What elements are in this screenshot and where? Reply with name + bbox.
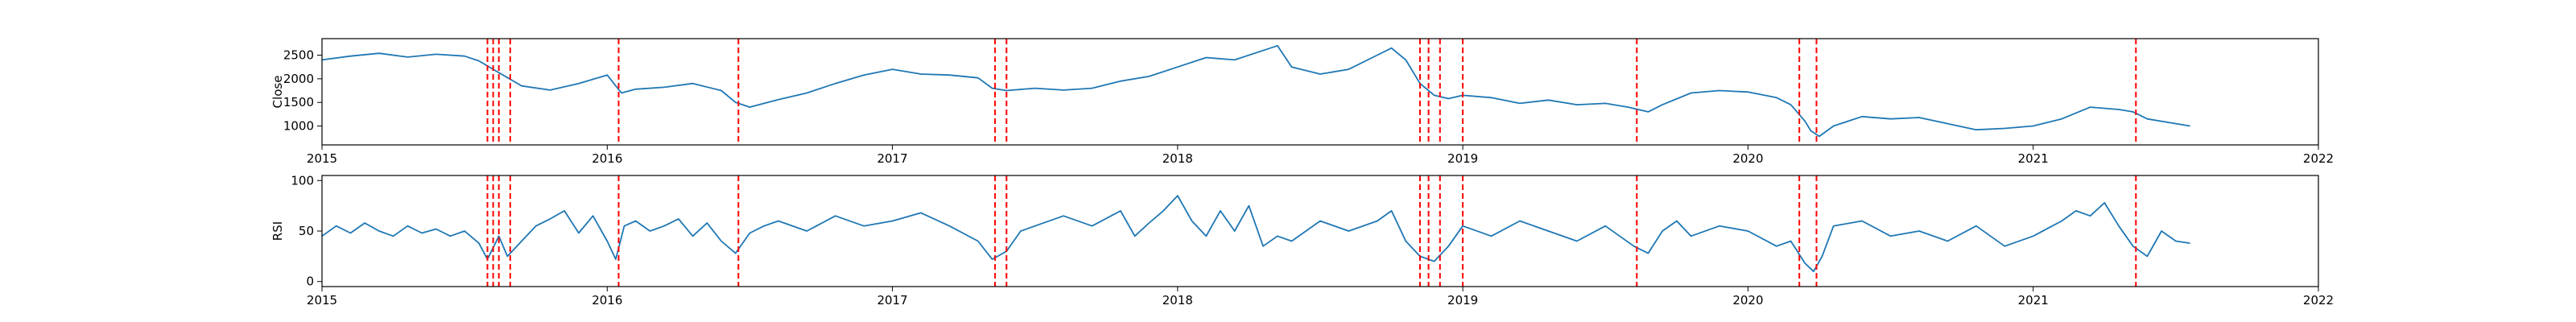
rsi-x-tick-label-6: 2021: [2018, 293, 2049, 308]
close-x-tick-label-6: 2021: [2018, 151, 2049, 166]
rsi-plot-area: [321, 175, 2190, 287]
rsi-x-tick-label-7: 2022: [2303, 293, 2334, 308]
close-x-tick-label-5: 2020: [1732, 151, 1763, 166]
close-x-tick-label-2: 2017: [877, 151, 907, 166]
rsi-y-axis-label: RSI: [270, 221, 285, 241]
close-y-tick-label-3: 2500: [283, 48, 314, 63]
close-y-tick-label-2: 2000: [283, 72, 314, 86]
close-y-axis-label: Close: [270, 76, 285, 109]
close-x-tick-label-3: 2018: [1162, 151, 1193, 166]
close-x-tick-label-7: 2022: [2303, 151, 2334, 166]
close-price-panel: Close 2015 2016 2017 2018 2019 2020 2021 2022 10…: [270, 38, 2334, 166]
close-y-tick-label-0: 1000: [283, 119, 314, 134]
rsi-x-tick-label-2: 2017: [877, 293, 907, 308]
rsi-x-tick-label-4: 2019: [1447, 293, 1478, 308]
rsi-x-tick-label-0: 2015: [307, 293, 337, 308]
rsi-series-line-0: [321, 195, 2190, 273]
close-series-line-0: [321, 44, 2190, 138]
rsi-panel: RSI 2015 2016 2017 2018 2019 2020 2021 2022 0 50 1…: [270, 173, 2334, 308]
rsi-y-tick-label-2: 100: [291, 173, 314, 188]
close-y-tick-label-1: 1500: [283, 95, 314, 109]
close-x-tick-label-0: 2015: [307, 151, 337, 166]
rsi-y-tick-label-1: 50: [299, 224, 314, 238]
rsi-ticks: 2015 2016 2017 2018 2019 2020 2021 2022 0 50 100: [291, 173, 2334, 308]
rsi-x-tick-label-5: 2020: [1732, 293, 1763, 308]
rsi-x-tick-label-1: 2016: [592, 293, 622, 308]
close-ticks: 2015 2016 2017 2018 2019 2020 2021 2022 1000 1500…: [283, 48, 2334, 166]
close-plot-area: [321, 39, 2190, 145]
rsi-y-tick-label-0: 0: [306, 275, 314, 289]
close-x-tick-label-4: 2019: [1447, 151, 1478, 166]
close-axes-frame: [321, 38, 2319, 146]
close-x-tick-label-1: 2016: [592, 151, 622, 166]
rsi-x-tick-label-3: 2018: [1162, 293, 1193, 308]
